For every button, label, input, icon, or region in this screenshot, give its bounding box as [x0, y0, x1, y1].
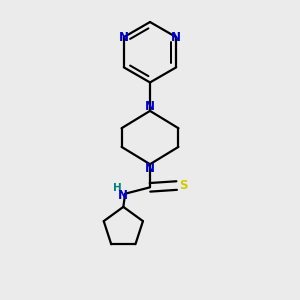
Text: S: S — [179, 179, 187, 192]
Text: N: N — [145, 162, 155, 175]
Text: N: N — [119, 31, 129, 44]
Text: H: H — [113, 183, 122, 193]
Text: N: N — [145, 100, 155, 113]
Text: N: N — [118, 189, 128, 202]
Text: N: N — [171, 31, 181, 44]
